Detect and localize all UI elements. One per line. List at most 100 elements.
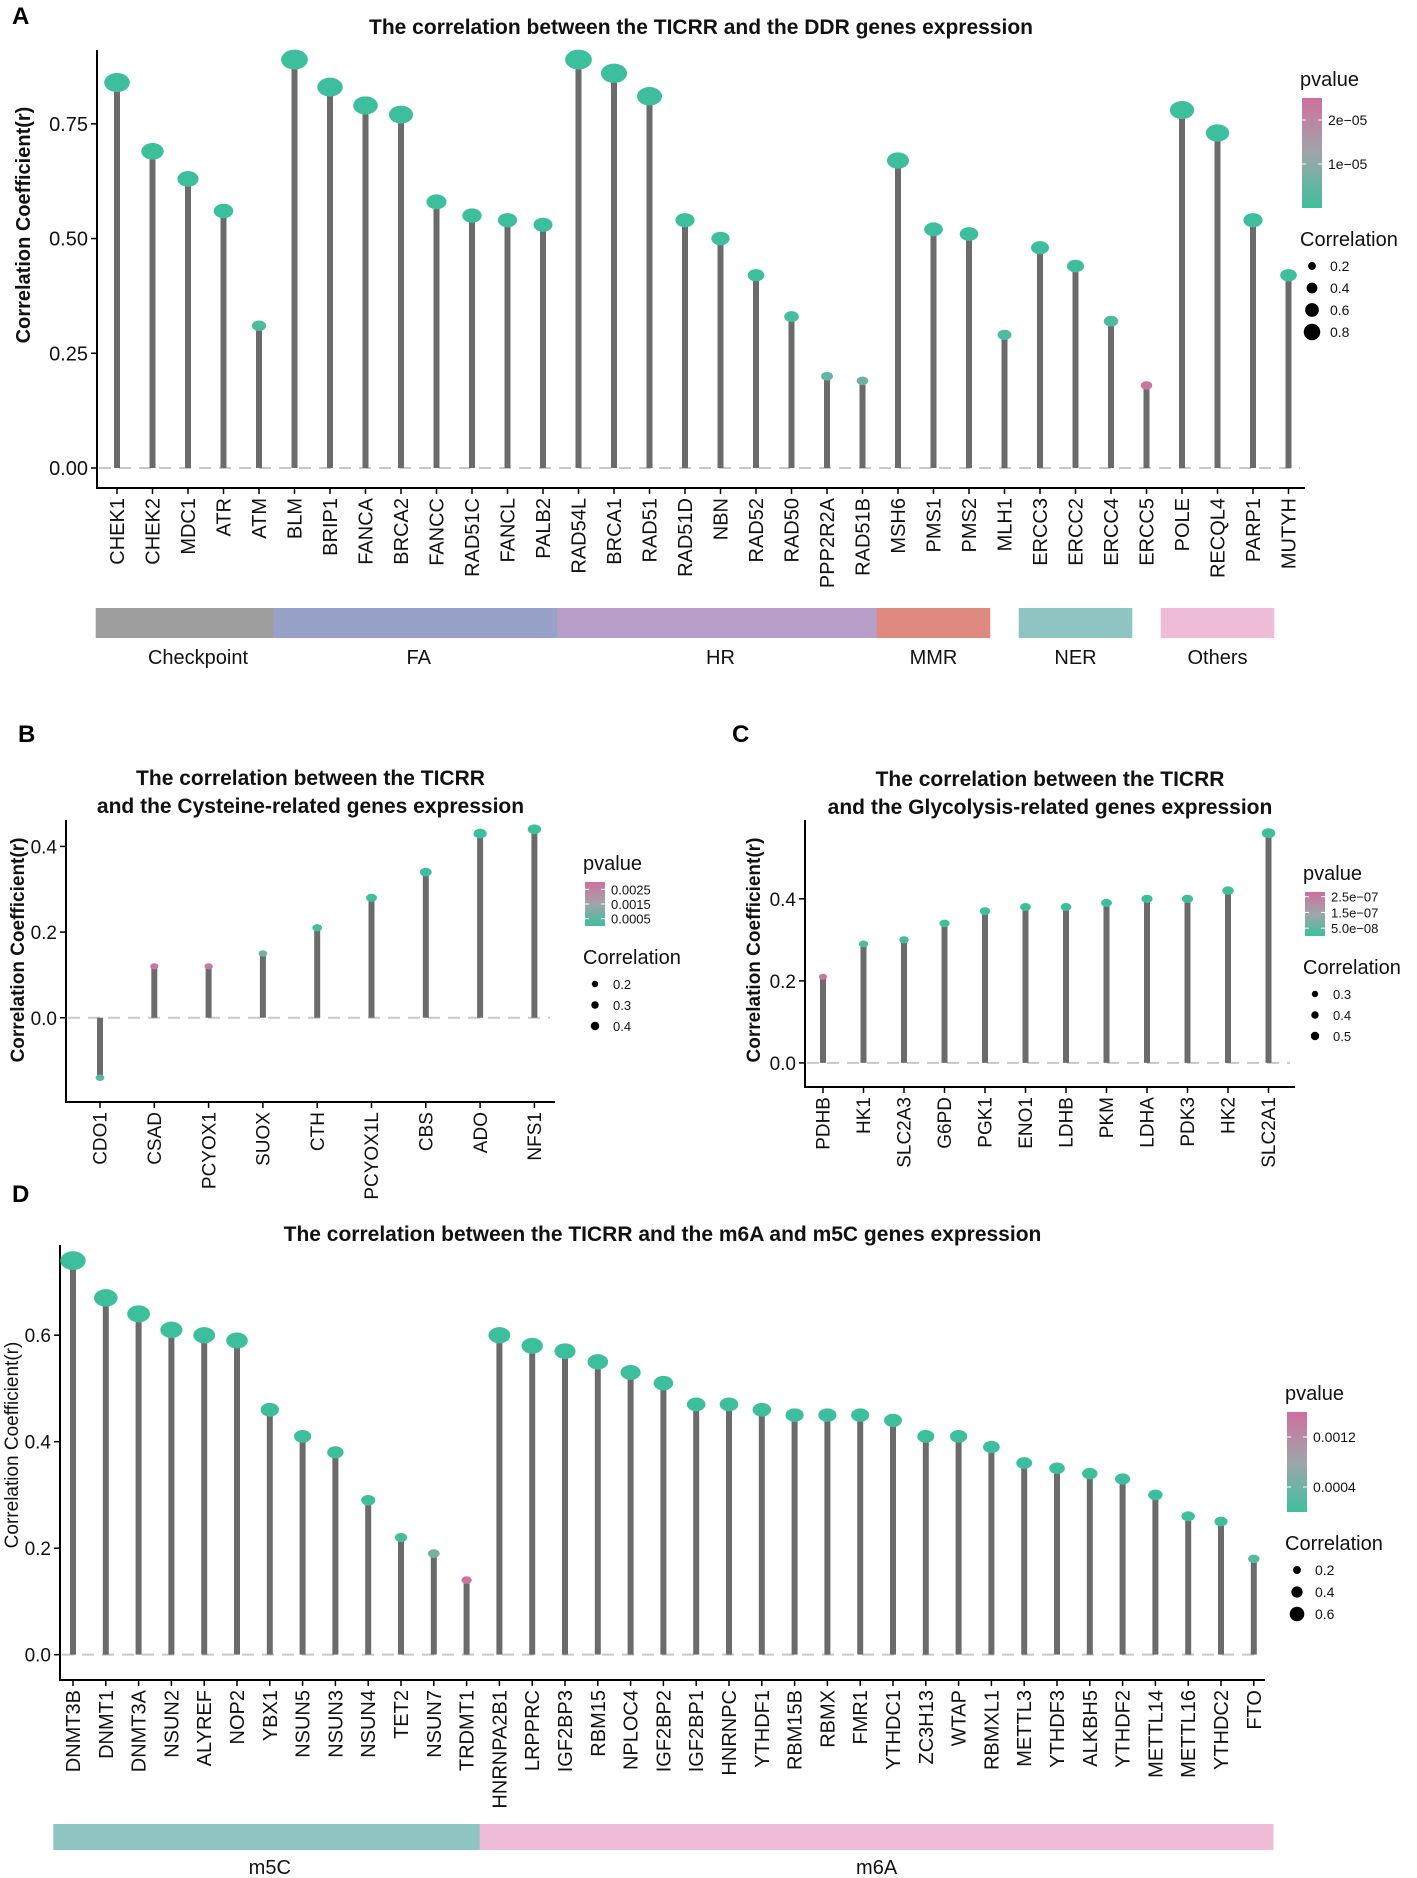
lollipop-point-ercc4 bbox=[1103, 315, 1119, 327]
lollipop-point-zc3h13 bbox=[917, 1430, 935, 1443]
size-legend-label: 0.8 bbox=[1330, 324, 1350, 340]
size-legend-label: 0.4 bbox=[1330, 280, 1350, 296]
lollipop-point-mlh1 bbox=[997, 329, 1012, 341]
pvalue-colorbar bbox=[1302, 98, 1322, 208]
lollipop-point-rad54l bbox=[565, 49, 592, 70]
size-legend-label: 0.2 bbox=[1330, 258, 1350, 274]
lollipop-point-rbmxl1 bbox=[983, 1440, 1000, 1454]
x-tick-label: LDHB bbox=[1057, 1097, 1078, 1148]
lollipop-point-ythdc2 bbox=[1214, 1516, 1228, 1527]
group-bar-hr bbox=[557, 608, 884, 638]
lollipop-point-dnmt1 bbox=[93, 1289, 118, 1307]
group-bar-others bbox=[1160, 608, 1275, 638]
lollipop-point-ybx1 bbox=[260, 1402, 280, 1417]
lollipop-point-hk2 bbox=[1222, 886, 1234, 895]
x-tick-label: PPP2R2A bbox=[817, 497, 839, 588]
y-tick-label: 0.2 bbox=[25, 1539, 51, 1560]
lollipop-point-pcyox1 bbox=[204, 963, 213, 970]
lollipop-point-mutyh bbox=[1280, 269, 1297, 282]
lollipop-point-nsun2 bbox=[160, 1321, 183, 1339]
pvalue-legend-tick: 0.0025 bbox=[611, 882, 651, 897]
x-tick-label: FANCA bbox=[356, 497, 378, 564]
lollipop-point-brip1 bbox=[317, 77, 343, 97]
pvalue-legend-title: pvalue bbox=[1285, 1383, 1344, 1405]
x-tick-label: HK2 bbox=[1219, 1097, 1240, 1134]
x-tick-label: METTL16 bbox=[1178, 1690, 1200, 1778]
size-legend-dot bbox=[1289, 1606, 1305, 1622]
x-tick-label: CTH bbox=[308, 1112, 329, 1151]
pvalue-legend-tick: 2.5e−07 bbox=[1331, 890, 1378, 905]
chart-title: The correlation between the TICRR and th… bbox=[369, 16, 1033, 39]
size-legend-label: 0.4 bbox=[1333, 1008, 1351, 1023]
x-tick-label: SLC2A3 bbox=[895, 1097, 916, 1168]
group-label: NER bbox=[1054, 647, 1096, 669]
lollipop-point-nsun4 bbox=[361, 1495, 376, 1506]
lollipop-point-nploc4 bbox=[620, 1364, 641, 1380]
x-tick-label: NSUN5 bbox=[293, 1690, 315, 1758]
pvalue-legend-tick: 0.0004 bbox=[1313, 1479, 1356, 1495]
lollipop-point-nsun7 bbox=[427, 1549, 440, 1558]
pvalue-legend-tick: 0.0015 bbox=[611, 897, 651, 912]
pvalue-legend-tick: 0.0012 bbox=[1313, 1429, 1356, 1445]
group-label: Others bbox=[1187, 647, 1247, 669]
x-tick-label: MUTYH bbox=[1279, 498, 1301, 569]
size-legend-dot bbox=[591, 1001, 599, 1009]
lollipop-point-igf2bp3 bbox=[554, 1343, 576, 1360]
panel-letter: C bbox=[732, 721, 749, 748]
y-axis-label: Correlation Coefficient(r) bbox=[13, 107, 35, 344]
x-tick-label: RBM15B bbox=[785, 1690, 807, 1770]
lollipop-point-pms1 bbox=[924, 222, 943, 237]
lollipop-point-pms2 bbox=[959, 227, 979, 241]
x-tick-label: RBMXL1 bbox=[981, 1690, 1003, 1770]
lollipop-point-ythdf2 bbox=[1115, 1473, 1131, 1485]
group-label: Checkpoint bbox=[148, 647, 249, 669]
x-tick-label: ALYREF bbox=[194, 1690, 216, 1766]
x-tick-label: PDK3 bbox=[1178, 1097, 1199, 1147]
x-tick-label: RAD51C bbox=[462, 498, 484, 577]
x-tick-label: TET2 bbox=[391, 1690, 413, 1739]
x-tick-label: PARP1 bbox=[1243, 498, 1265, 562]
lollipop-point-lrpprc bbox=[521, 1337, 543, 1354]
size-legend-dot bbox=[1293, 1566, 1301, 1574]
size-legend-dot bbox=[1310, 1031, 1320, 1041]
x-tick-label: ERCC3 bbox=[1030, 498, 1052, 566]
lollipop-point-nsun5 bbox=[294, 1430, 312, 1443]
group-bar-fa bbox=[273, 608, 565, 638]
x-tick-label: RAD51B bbox=[853, 498, 875, 576]
pvalue-colorbar bbox=[1287, 1412, 1307, 1512]
x-tick-label: NSUN7 bbox=[424, 1690, 446, 1758]
lollipop-point-parp1 bbox=[1243, 213, 1263, 228]
x-tick-label: ERCC4 bbox=[1101, 498, 1123, 566]
x-tick-label: DNMT3A bbox=[129, 1689, 151, 1772]
size-legend-dot bbox=[1303, 323, 1321, 341]
x-tick-label: HNRNPC bbox=[719, 1690, 741, 1776]
x-tick-label: YTHDC2 bbox=[1211, 1690, 1233, 1770]
lollipop-point-ldha bbox=[1141, 894, 1153, 903]
lollipop-point-brca2 bbox=[388, 105, 414, 124]
size-legend-dot bbox=[1306, 282, 1318, 294]
y-tick-label: 0.00 bbox=[49, 458, 88, 480]
pvalue-legend-tick: 2e−05 bbox=[1328, 112, 1368, 128]
x-tick-label: LRPPRC bbox=[522, 1690, 544, 1771]
x-tick-label: SLC2A1 bbox=[1259, 1097, 1280, 1168]
panel-b: B The correlation between the TICRR and th… bbox=[8, 721, 681, 1200]
pvalue-legend-tick: 0.0005 bbox=[611, 912, 651, 927]
x-tick-label: RAD52 bbox=[746, 498, 768, 562]
x-tick-label: FTO bbox=[1244, 1690, 1266, 1730]
pvalue-colorbar bbox=[1305, 892, 1325, 936]
lollipop-point-cdo1 bbox=[95, 1074, 105, 1081]
x-tick-label: NSUN4 bbox=[358, 1690, 380, 1758]
x-tick-label: ENO1 bbox=[1016, 1097, 1037, 1149]
x-tick-label: TRDMT1 bbox=[457, 1690, 479, 1771]
x-tick-label: PGK1 bbox=[976, 1097, 997, 1148]
x-tick-label: HNRNPA2B1 bbox=[489, 1690, 511, 1809]
y-tick-label: 0.0 bbox=[770, 1054, 796, 1075]
group-label: m6A bbox=[856, 1857, 898, 1878]
pvalue-colorbar bbox=[585, 882, 605, 926]
lollipop-point-cbs bbox=[419, 867, 432, 877]
lollipop-point-fancc bbox=[426, 194, 447, 210]
x-tick-label: METTL14 bbox=[1145, 1690, 1167, 1778]
lollipop-point-ercc5 bbox=[1140, 381, 1153, 390]
x-tick-label: RBMX bbox=[817, 1690, 839, 1748]
